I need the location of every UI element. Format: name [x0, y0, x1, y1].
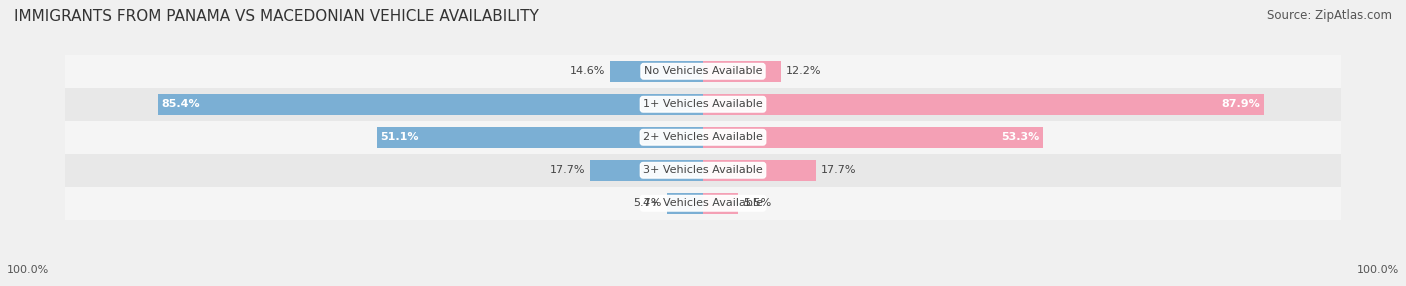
Text: 100.0%: 100.0%: [1357, 265, 1399, 275]
Bar: [703, 160, 815, 180]
Bar: [377, 127, 703, 148]
Text: 2+ Vehicles Available: 2+ Vehicles Available: [643, 132, 763, 142]
Bar: [610, 61, 703, 82]
Text: 85.4%: 85.4%: [162, 99, 200, 109]
Text: 51.1%: 51.1%: [380, 132, 419, 142]
Bar: [591, 160, 703, 180]
Bar: [65, 121, 1341, 154]
Text: 53.3%: 53.3%: [1001, 132, 1040, 142]
Text: 12.2%: 12.2%: [786, 66, 821, 76]
Bar: [159, 94, 703, 114]
Text: 5.5%: 5.5%: [744, 198, 772, 208]
Text: 1+ Vehicles Available: 1+ Vehicles Available: [643, 99, 763, 109]
Text: 3+ Vehicles Available: 3+ Vehicles Available: [643, 165, 763, 175]
Bar: [65, 88, 1341, 121]
Text: 14.6%: 14.6%: [569, 66, 605, 76]
Text: 17.7%: 17.7%: [821, 165, 856, 175]
Bar: [65, 55, 1341, 88]
Text: IMMIGRANTS FROM PANAMA VS MACEDONIAN VEHICLE AVAILABILITY: IMMIGRANTS FROM PANAMA VS MACEDONIAN VEH…: [14, 9, 538, 23]
Bar: [703, 61, 780, 82]
Text: 4+ Vehicles Available: 4+ Vehicles Available: [643, 198, 763, 208]
Legend: Immigrants from Panama, Macedonian: Immigrants from Panama, Macedonian: [550, 283, 856, 286]
Bar: [703, 127, 1043, 148]
Text: Source: ZipAtlas.com: Source: ZipAtlas.com: [1267, 9, 1392, 21]
Text: 17.7%: 17.7%: [550, 165, 585, 175]
Text: 5.7%: 5.7%: [633, 198, 662, 208]
Bar: [666, 193, 703, 214]
Text: 100.0%: 100.0%: [7, 265, 49, 275]
Bar: [65, 154, 1341, 187]
Bar: [65, 187, 1341, 220]
Bar: [703, 193, 738, 214]
Bar: [703, 94, 1264, 114]
Text: No Vehicles Available: No Vehicles Available: [644, 66, 762, 76]
Text: 87.9%: 87.9%: [1222, 99, 1261, 109]
